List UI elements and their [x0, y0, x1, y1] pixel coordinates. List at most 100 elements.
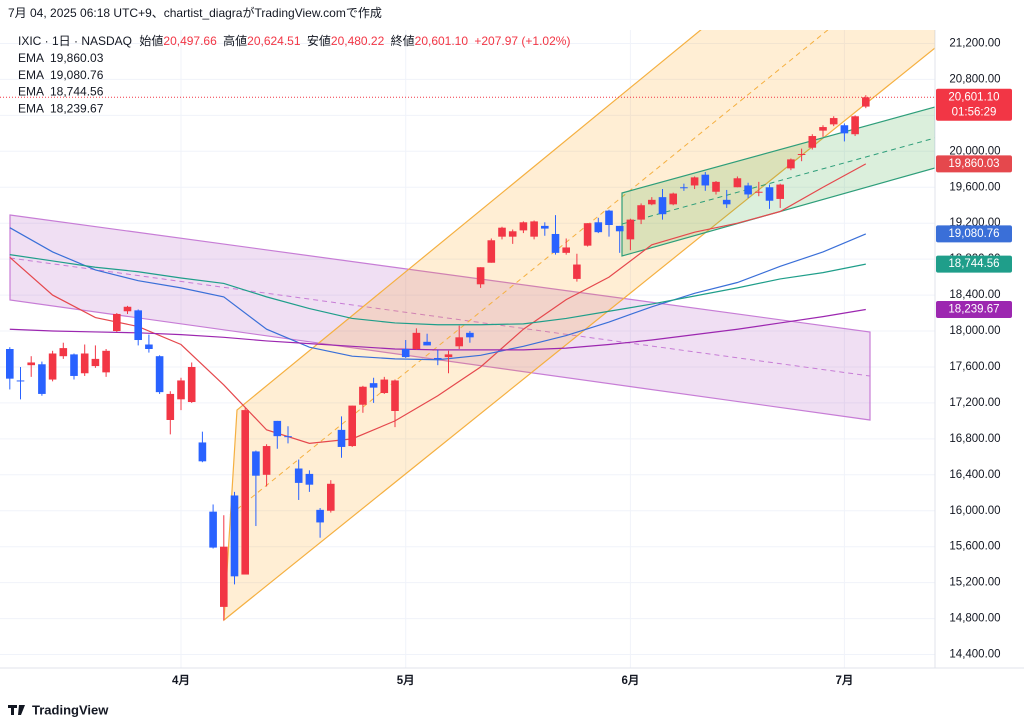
- candle-body: [530, 221, 538, 237]
- y-tick-label: 15,200.00: [949, 577, 1000, 589]
- candle-body: [733, 178, 742, 188]
- candle-body: [38, 364, 46, 394]
- candle-body: [722, 199, 731, 205]
- candle-body: [6, 349, 14, 379]
- candle-body: [744, 185, 752, 195]
- ema-tag: [936, 300, 1012, 318]
- candle-body: [102, 350, 110, 373]
- candle-body: [16, 380, 25, 382]
- candle-body: [27, 362, 35, 366]
- candle-body: [434, 357, 442, 359]
- candle-body: [840, 125, 849, 134]
- candle-body: [145, 344, 153, 349]
- candle-body: [113, 313, 121, 332]
- ema-name: EMA: [18, 51, 44, 65]
- candle-body: [669, 193, 677, 205]
- close-value: 20,601.10: [415, 34, 469, 48]
- candle-body: [476, 267, 485, 285]
- candle-body: [369, 383, 378, 388]
- y-tick-label: 18,000.00: [949, 325, 1000, 337]
- rising-channel: [223, 30, 935, 622]
- candle-body: [829, 118, 838, 125]
- candle-body: [401, 349, 410, 358]
- low-value: 20,480.22: [331, 34, 385, 48]
- channel-midline: [9, 257, 871, 377]
- low-name: 安値: [307, 33, 331, 48]
- candle-body: [412, 332, 421, 349]
- axes: 14,400.00 14,800.00 15,200.00 15,600.00 16,0…: [172, 38, 1012, 687]
- candle-body: [444, 354, 453, 358]
- candle-body: [155, 356, 164, 393]
- candle-body: [797, 154, 806, 156]
- y-tick-label: 17,600.00: [949, 361, 1000, 373]
- candle-body: [391, 380, 399, 412]
- x-tick-label: 7月: [835, 674, 853, 687]
- candle-body: [316, 509, 324, 523]
- candle-body: [241, 410, 249, 575]
- candle-body: [305, 473, 314, 485]
- candle-body: [359, 386, 367, 405]
- candle-body: [198, 442, 207, 462]
- drawings: [9, 30, 935, 622]
- candle-body: [466, 332, 474, 338]
- ema-tag-label: 18,744.56: [948, 258, 999, 270]
- legend: IXIC · 1日 · NASDAQ 始値20,497.66 高値20,624.…: [18, 33, 570, 115]
- candle-body: [862, 97, 870, 107]
- candle-body: [273, 420, 282, 437]
- candle-body: [262, 446, 271, 475]
- candle-body: [220, 546, 228, 607]
- candle-body: [348, 405, 356, 447]
- candle-body: [605, 210, 613, 225]
- candle-body: [583, 223, 592, 246]
- legend-ohlc: IXIC · 1日 · NASDAQ 始値20,497.66 高値20,624.…: [18, 33, 570, 48]
- change: +207.97 (+1.02%): [474, 34, 570, 48]
- candle-body: [626, 219, 635, 240]
- y-tick-label: 19,600.00: [949, 181, 1000, 193]
- candle-body: [573, 264, 581, 279]
- candle-body: [59, 348, 68, 357]
- brand: TradingView: [8, 702, 109, 717]
- ema-name: EMA: [18, 68, 44, 82]
- ema-tag: [936, 225, 1012, 243]
- price-tag: [936, 88, 1012, 121]
- candle-body: [70, 354, 78, 376]
- y-tick-label: 16,400.00: [949, 469, 1000, 481]
- open-value: 20,497.66: [163, 34, 217, 48]
- candle-body: [615, 225, 624, 232]
- x-tick-label: 4月: [172, 674, 190, 687]
- candle-body: [776, 184, 784, 199]
- ema-tag: [936, 255, 1012, 273]
- x-tick-label: 5月: [397, 674, 415, 687]
- y-tick-label: 21,200.00: [949, 38, 1000, 50]
- candle-body: [562, 247, 570, 253]
- ema-value: 18,744.56: [50, 85, 104, 99]
- brand-logo: [8, 705, 25, 715]
- candle-body: [690, 177, 699, 186]
- high-name: 高値: [223, 33, 247, 48]
- ema-name: EMA: [18, 85, 44, 99]
- candle-body: [423, 341, 431, 346]
- header-title: 7月 04, 2025 06:18 UTC+9、chartist_diagraが…: [8, 5, 382, 20]
- candle-body: [327, 483, 335, 511]
- candle-body: [508, 231, 517, 237]
- symbol: IXIC · 1日 · NASDAQ: [18, 34, 132, 48]
- ema-tag: [936, 155, 1012, 173]
- candle-body: [209, 511, 217, 548]
- y-tick-label: 16,000.00: [949, 505, 1000, 517]
- candle-body: [187, 366, 196, 403]
- ema-name: EMA: [18, 101, 44, 115]
- candle-body: [808, 136, 817, 148]
- candle-body: [91, 358, 100, 367]
- y-tick-label: 17,200.00: [949, 397, 1000, 409]
- y-tick-label: 20,800.00: [949, 73, 1000, 85]
- y-tick-label: 15,600.00: [949, 541, 1000, 553]
- candle-body: [134, 310, 142, 341]
- ema-value: 18,239.67: [50, 101, 104, 115]
- candle-body: [648, 199, 656, 205]
- ema-tag-label: 19,860.03: [948, 158, 999, 170]
- candle-body: [487, 240, 496, 263]
- candle-body: [851, 116, 859, 135]
- candle-body: [701, 174, 710, 186]
- candle-body: [230, 495, 239, 577]
